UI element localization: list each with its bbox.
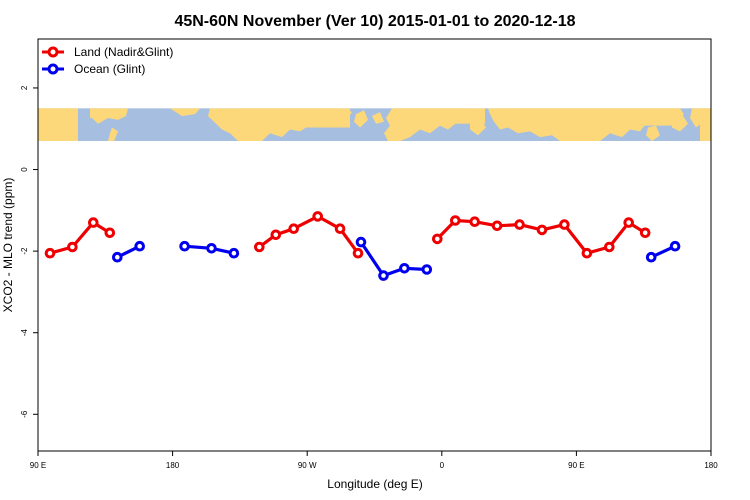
x-tick-label: 90 E — [568, 461, 584, 470]
map-landmass — [108, 127, 118, 141]
data-point — [421, 264, 433, 275]
data-point — [514, 219, 525, 230]
data-point — [450, 215, 461, 226]
map-landmass — [395, 108, 485, 124]
x-tick-label: 90 E — [30, 461, 46, 470]
data-point — [559, 219, 570, 230]
map-landmass — [500, 108, 680, 126]
y-tick-label: -6 — [20, 410, 29, 418]
data-point — [378, 270, 389, 281]
data-point — [134, 240, 145, 252]
data-point — [179, 240, 190, 252]
series-line-segment — [49, 221, 111, 255]
series-line-segment — [359, 241, 427, 278]
map-land — [38, 108, 711, 141]
legend-swatch-marker-ocean — [47, 63, 59, 75]
data-point — [581, 247, 593, 259]
y-axis-label: XCO2 - MLO trend (ppm) — [1, 178, 15, 313]
series-ocean — [112, 236, 681, 281]
data-point — [645, 251, 657, 263]
data-point — [206, 243, 217, 254]
y-tick-label: -4 — [20, 329, 29, 337]
data-point — [88, 217, 99, 228]
data-point — [536, 224, 548, 236]
map-landmass — [90, 108, 105, 118]
legend-item-land: Land (Nadir&Glint) — [42, 45, 173, 59]
y-axis: 2 0 -2 -4 -6 — [20, 85, 38, 418]
data-point — [228, 247, 240, 259]
map-landmass — [240, 108, 350, 128]
map-strip — [38, 108, 711, 141]
data-point — [288, 223, 300, 234]
data-point — [399, 263, 410, 274]
x-axis: 90 E 180 90 W 0 90 E 180 — [30, 451, 718, 470]
series-layer — [44, 211, 681, 281]
data-point — [253, 241, 265, 253]
map-landmass — [170, 108, 200, 117]
data-point — [112, 251, 123, 263]
legend-swatch-marker-land — [47, 46, 59, 58]
x-tick-label: 0 — [440, 461, 445, 470]
map-landmass — [372, 112, 384, 124]
map-landmass — [646, 125, 660, 141]
data-point — [44, 247, 56, 259]
y-tick-label: -2 — [20, 247, 29, 255]
data-point — [355, 236, 367, 248]
data-point — [334, 223, 346, 234]
data-point — [623, 217, 635, 228]
data-point — [67, 241, 78, 253]
legend-label-land: Land (Nadir&Glint) — [74, 45, 173, 59]
x-tick-label: 180 — [166, 461, 180, 470]
chart-title: 45N-60N November (Ver 10) 2015-01-01 to … — [174, 13, 575, 30]
legend-label-ocean: Ocean (Glint) — [74, 62, 145, 76]
y-tick-label: 2 — [20, 85, 29, 90]
data-point — [104, 227, 116, 239]
x-tick-label: 180 — [704, 461, 718, 470]
legend-item-ocean: Ocean (Glint) — [42, 62, 145, 76]
legend: Land (Nadir&Glint) Ocean (Glint) — [42, 45, 173, 76]
data-point — [312, 211, 324, 222]
data-point — [432, 233, 443, 245]
data-point — [491, 220, 503, 232]
data-point — [639, 227, 651, 239]
data-point — [669, 240, 681, 252]
data-point — [604, 241, 615, 253]
map-landmass — [38, 108, 78, 141]
x-tick-label: 90 W — [298, 461, 317, 470]
plot-frame — [37, 38, 712, 452]
data-point — [469, 216, 481, 227]
series-land — [44, 211, 651, 259]
y-tick-label: 0 — [20, 167, 29, 172]
x-axis-label: Longitude (deg E) — [327, 477, 422, 491]
map-landmass — [700, 108, 711, 141]
data-point — [352, 247, 364, 259]
data-point — [270, 229, 282, 241]
